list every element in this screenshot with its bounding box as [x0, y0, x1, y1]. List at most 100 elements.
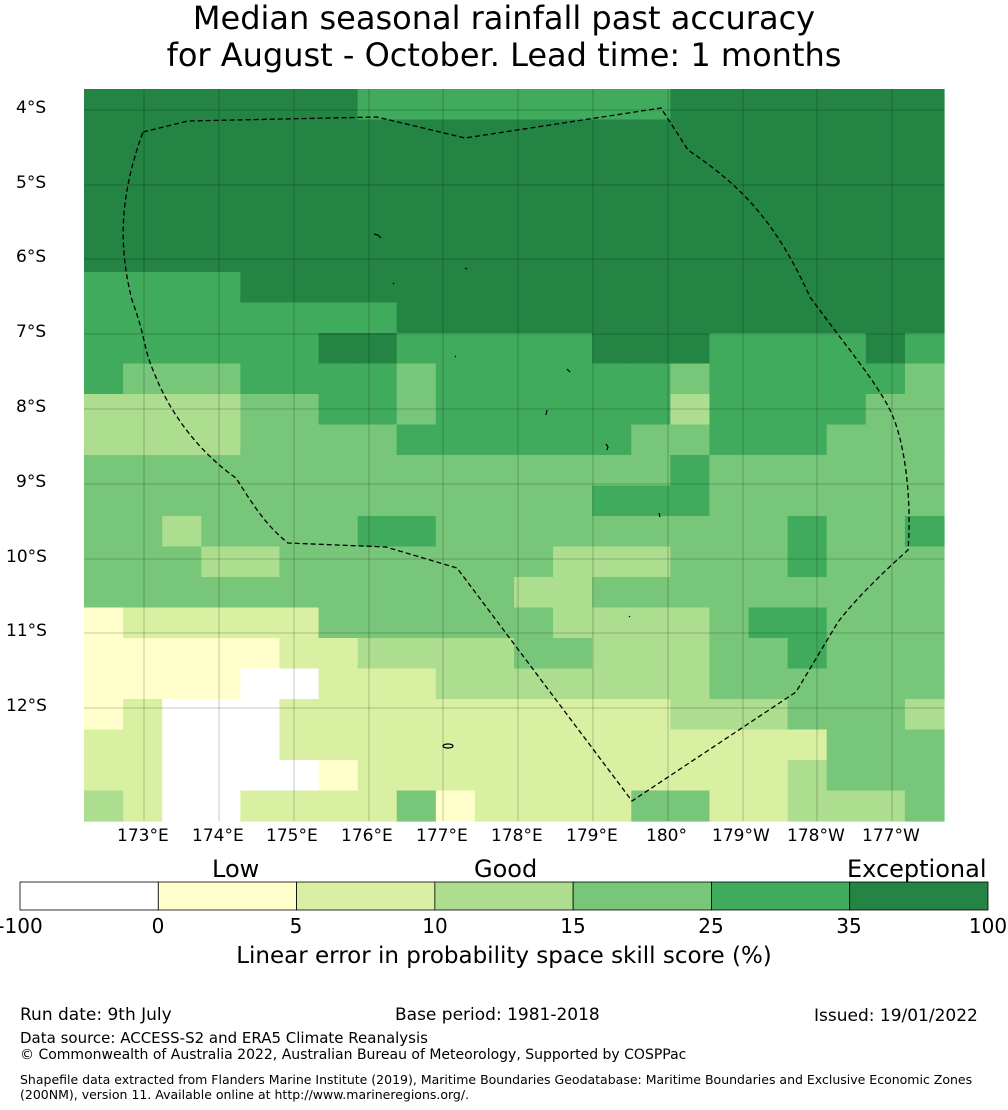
skill-cell — [553, 394, 593, 426]
skill-cell — [357, 241, 398, 273]
skill-cell — [670, 577, 711, 609]
skill-cell — [826, 211, 867, 243]
skill-cell — [474, 485, 515, 517]
skill-cell — [709, 424, 750, 456]
skill-cell — [396, 638, 437, 670]
skill-cell — [826, 607, 867, 639]
skill-cell — [240, 302, 281, 334]
colorbar-tick: 25 — [698, 914, 724, 938]
skill-cell — [709, 333, 750, 365]
skill-cell — [826, 394, 867, 426]
skill-cell — [84, 150, 124, 182]
skill-cell — [396, 455, 437, 487]
skill-cell — [279, 394, 320, 426]
skill-cell — [592, 455, 632, 487]
skill-cell — [201, 89, 241, 121]
skill-cell — [357, 577, 398, 609]
colorbar — [19, 881, 989, 911]
skill-cell — [240, 424, 281, 456]
skill-cell — [826, 699, 867, 731]
skill-cell — [904, 455, 945, 487]
skill-cell — [357, 424, 398, 456]
skill-cell — [84, 668, 124, 700]
skill-cell — [592, 272, 632, 304]
skill-cell — [474, 516, 515, 548]
skill-cell — [826, 668, 867, 700]
skill-cell — [709, 485, 750, 517]
skill-cell — [435, 150, 476, 182]
skill-cell — [670, 699, 711, 731]
skill-cell — [553, 546, 593, 578]
skill-cell — [670, 363, 711, 395]
lat-label: 10°S — [6, 547, 47, 567]
skill-cell — [123, 363, 163, 395]
skill-cell — [396, 180, 437, 212]
skill-cell — [318, 333, 359, 365]
skill-cell — [826, 241, 867, 273]
skill-cell — [865, 790, 906, 822]
skill-cell — [514, 241, 554, 273]
skill-cell — [787, 455, 828, 487]
skill-cell — [787, 790, 828, 822]
skill-cell — [201, 638, 241, 670]
skill-cell — [396, 699, 437, 731]
skill-cell — [357, 516, 398, 548]
skill-cell — [435, 546, 476, 578]
skill-cell — [904, 546, 945, 578]
skill-cell — [396, 516, 437, 548]
skill-cell — [396, 119, 437, 151]
skill-cell — [709, 302, 750, 334]
skill-cell — [162, 790, 202, 822]
lat-label: 7°S — [16, 322, 47, 342]
skill-cell — [514, 455, 554, 487]
skill-cell — [904, 150, 945, 182]
skill-cell — [826, 119, 867, 151]
skill-cell — [904, 89, 945, 121]
skill-cell — [514, 485, 554, 517]
skill-cell — [748, 424, 789, 456]
skill-cell — [748, 363, 789, 395]
skill-cell — [279, 455, 320, 487]
skill-cell — [318, 363, 359, 395]
skill-cell — [709, 455, 750, 487]
skill-cell — [670, 729, 711, 761]
base-period: Base period: 1981-2018 — [395, 1005, 600, 1025]
skill-cell — [553, 211, 593, 243]
skill-cell — [84, 424, 124, 456]
skill-cell — [123, 485, 163, 517]
skill-cell — [709, 760, 750, 792]
skill-cell — [474, 150, 515, 182]
skill-cell — [279, 699, 320, 731]
skill-cell — [670, 394, 711, 426]
skill-cell — [474, 729, 515, 761]
colorbar-tick: -100 — [0, 914, 43, 938]
skill-cell — [865, 638, 906, 670]
skill-cell — [201, 394, 241, 426]
skill-cell — [474, 699, 515, 731]
skill-cell — [592, 211, 632, 243]
skill-cell — [553, 760, 593, 792]
skill-cell — [435, 180, 476, 212]
island-outlines — [373, 233, 661, 749]
skill-cell — [357, 546, 398, 578]
skill-cell — [631, 485, 671, 517]
skill-cell — [357, 180, 398, 212]
skill-cell — [396, 424, 437, 456]
skill-cell — [553, 638, 593, 670]
skill-cell — [553, 89, 593, 121]
skill-cell — [435, 638, 476, 670]
shapefile-credit: Shapefile data extracted from Flanders M… — [20, 1072, 973, 1102]
skill-cell — [904, 607, 945, 639]
skill-cell — [787, 424, 828, 456]
skill-cell — [474, 333, 515, 365]
skill-cell — [162, 485, 202, 517]
skill-cell — [670, 241, 711, 273]
skill-cell — [435, 668, 476, 700]
skill-cell — [748, 119, 789, 151]
lon-label: 179°W — [712, 826, 770, 846]
skill-cell — [631, 760, 671, 792]
skill-cell — [123, 89, 163, 121]
skill-cell — [787, 302, 828, 334]
skill-cell — [123, 211, 163, 243]
lon-label: 180° — [646, 826, 687, 846]
